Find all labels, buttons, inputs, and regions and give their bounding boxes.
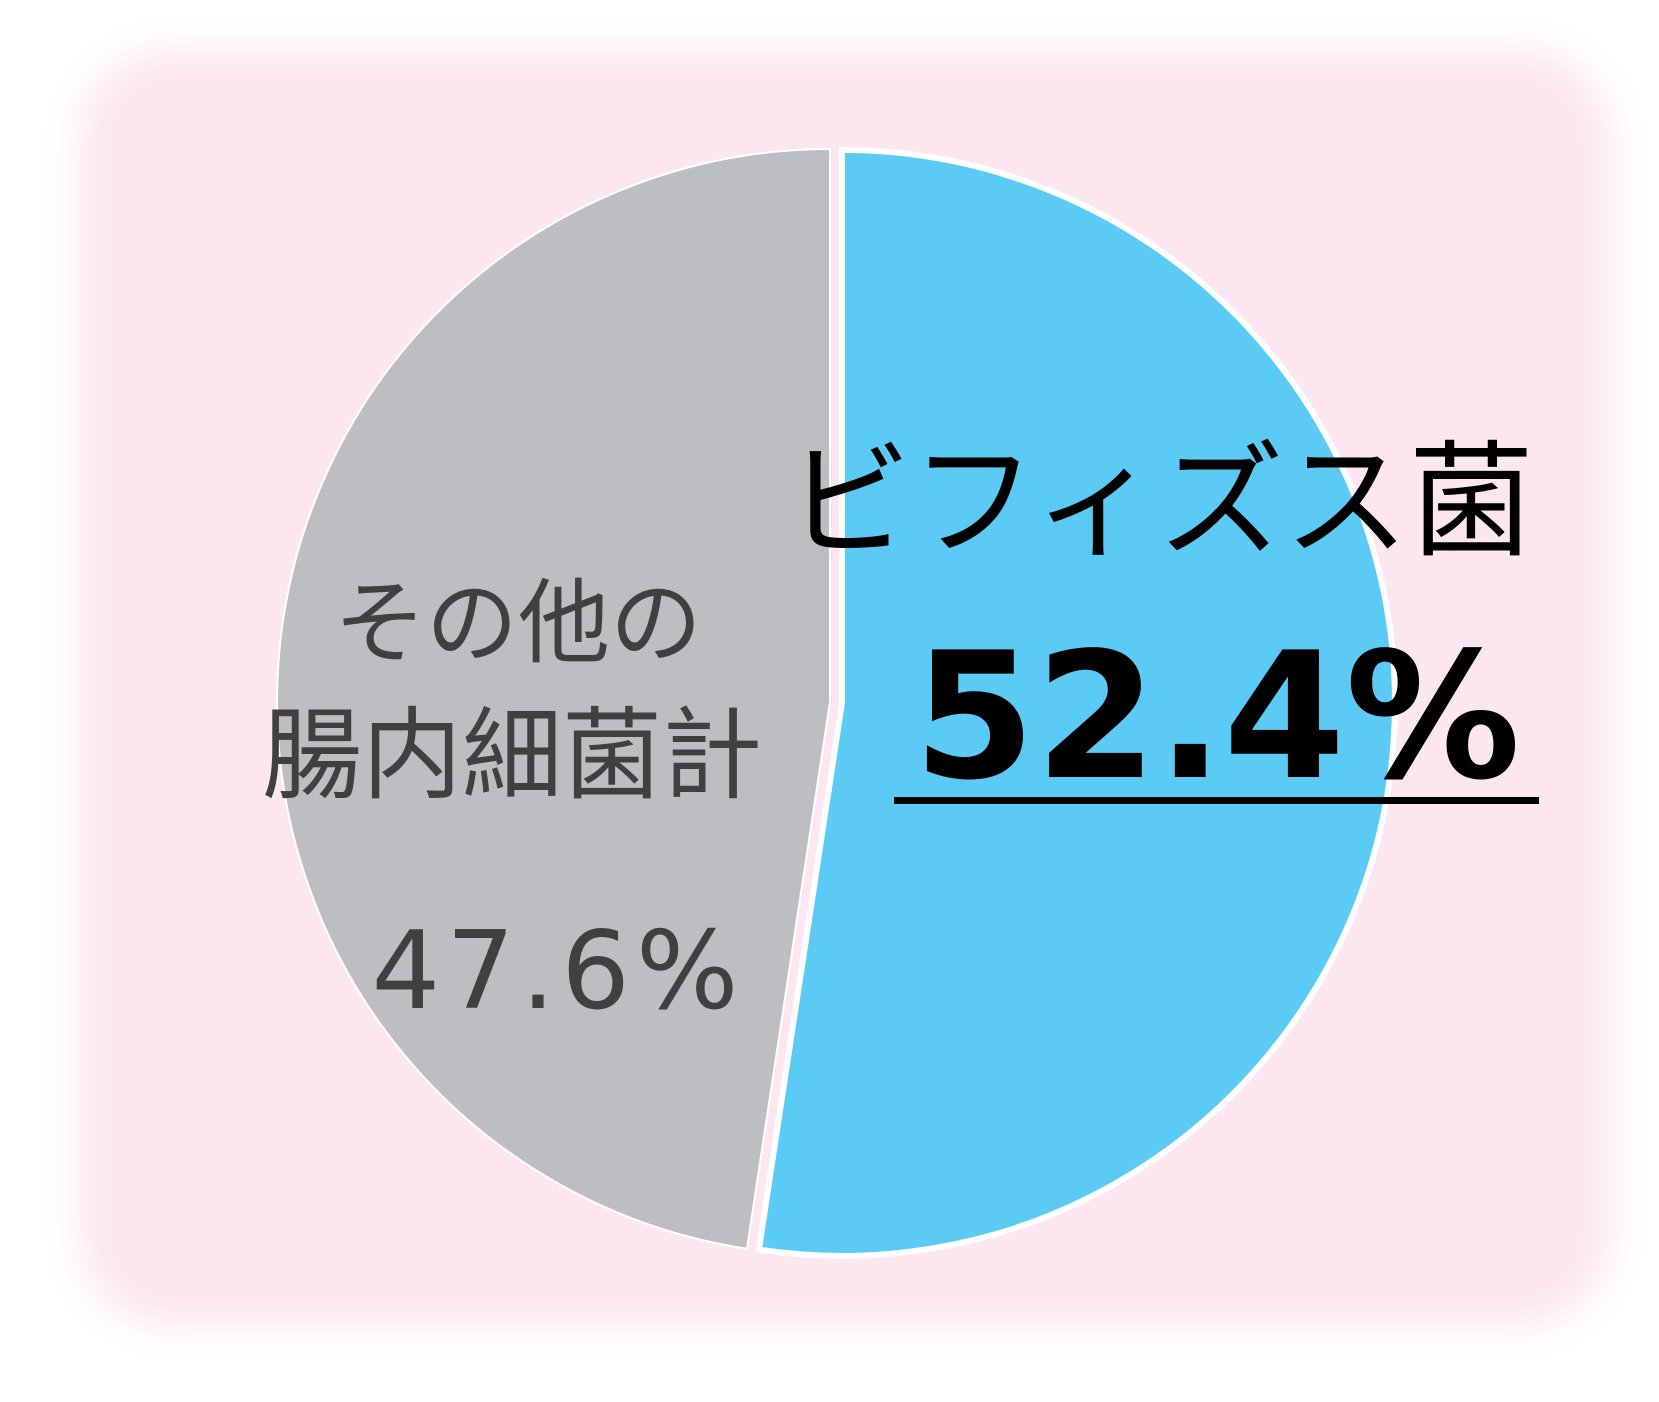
- label-bifidus-underline: [894, 797, 1539, 804]
- slice-bifidus: [755, 146, 1398, 1259]
- slice-other: [276, 147, 831, 1250]
- label-other-name-line2: 腸内細菌計: [262, 697, 762, 814]
- label-bifidus-name: ビフィズス菌: [786, 430, 1534, 575]
- label-bifidus-value: 52.4%: [913, 616, 1520, 819]
- label-other-name-line1: その他の: [334, 570, 702, 677]
- label-other-value: 47.6%: [371, 909, 744, 1034]
